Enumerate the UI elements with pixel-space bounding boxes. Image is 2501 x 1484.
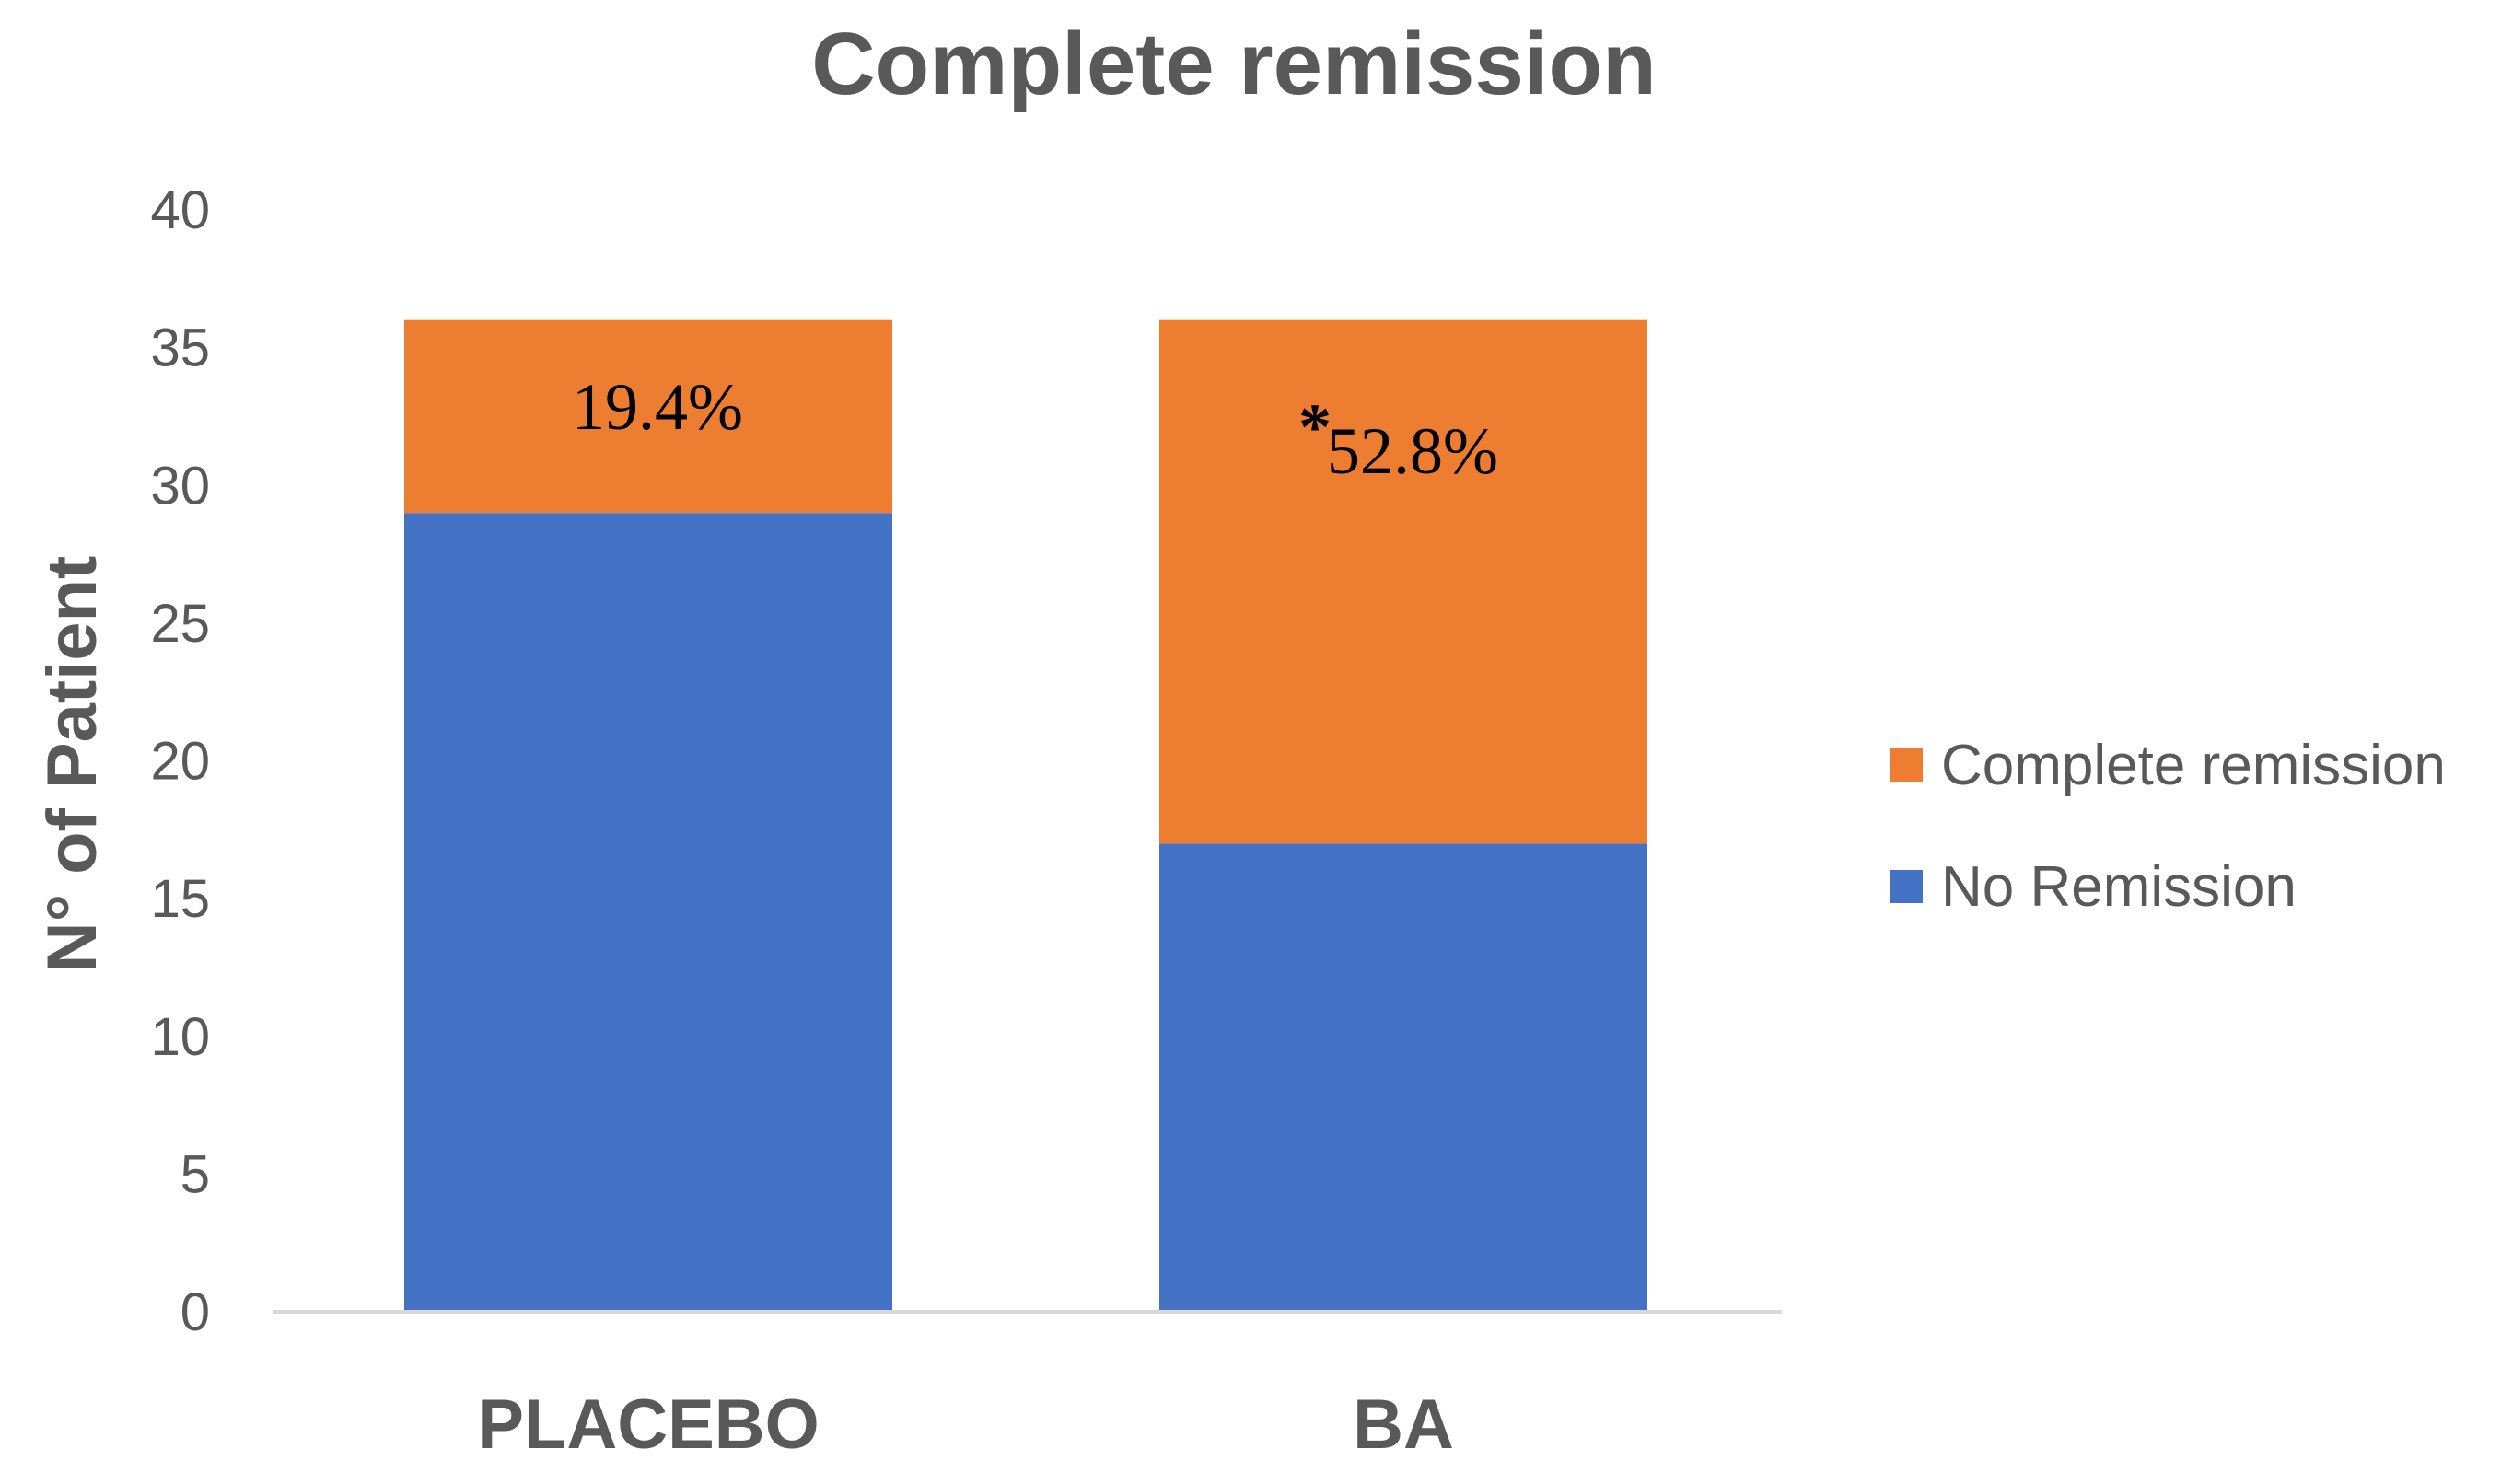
bar-ba-complete-remission (1159, 319, 1647, 844)
y-axis-label: N° of Patient (33, 556, 111, 973)
data-labels: 19.4% 52.8%* (572, 370, 1498, 488)
data-label-placebo: 19.4% (572, 370, 743, 444)
y-tick-label: 40 (150, 180, 210, 240)
bar-placebo-no-remission (404, 513, 892, 1312)
y-tick-label: 20 (150, 732, 210, 792)
bar-placebo-complete-remission (404, 319, 892, 514)
legend-item-no-remission: No Remission (1890, 855, 2297, 919)
chart-title: Complete remission (811, 15, 1657, 113)
bar-ba-no-remission (1159, 843, 1647, 1312)
y-axis-ticks: 0 5 10 15 20 25 30 35 40 (150, 180, 210, 1342)
x-tick-label-placebo: PLACEBO (477, 1385, 820, 1464)
legend-swatch (1890, 870, 1923, 903)
bars (404, 319, 1647, 1312)
y-tick-label: 10 (150, 1007, 210, 1067)
legend-label: No Remission (1941, 855, 2297, 919)
data-label-ba: 52.8% (1327, 414, 1498, 488)
y-tick-label: 35 (150, 319, 210, 378)
x-tick-label-ba: BA (1353, 1385, 1454, 1464)
legend-item-complete-remission: Complete remission (1890, 734, 2446, 797)
legend-label: Complete remission (1941, 734, 2446, 797)
x-axis-ticks: PLACEBO BA (477, 1385, 1454, 1464)
y-tick-label: 5 (180, 1144, 210, 1204)
y-tick-label: 15 (150, 869, 210, 929)
significance-marker: * (1298, 390, 1332, 464)
y-tick-label: 25 (150, 594, 210, 654)
legend: Complete remission No Remission (1890, 734, 2446, 919)
legend-swatch (1890, 748, 1923, 782)
y-tick-label: 0 (180, 1282, 210, 1342)
y-tick-label: 30 (150, 456, 210, 516)
